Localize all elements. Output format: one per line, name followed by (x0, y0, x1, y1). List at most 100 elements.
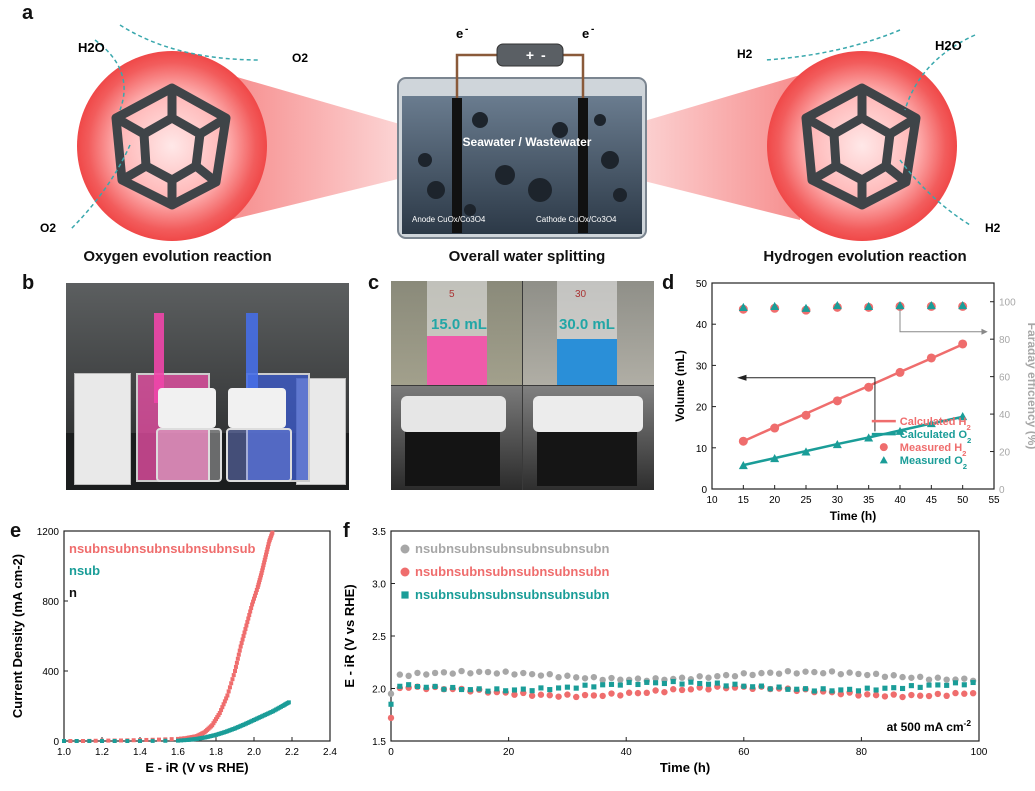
data-point (431, 669, 439, 677)
data-point (264, 550, 269, 554)
data-point (838, 687, 844, 693)
battery-minus: - (541, 47, 546, 63)
reading-left: 15.0 mL (431, 316, 487, 333)
her-h2-top-label: H2 (737, 47, 753, 61)
data-point (714, 672, 721, 680)
panel-label-b: b (22, 272, 35, 294)
cathode-label: Cathode CuOx/Co3O4 (536, 215, 617, 224)
data-point (705, 674, 712, 681)
electron-right: e (582, 26, 589, 41)
oer-o2-top-label: O2 (292, 51, 308, 65)
data-point (112, 739, 117, 743)
data-point (697, 680, 703, 687)
data-point (881, 693, 889, 700)
y-tick-label: 1.5 (372, 737, 386, 748)
data-point (900, 685, 906, 692)
her-caption: Hydrogen evolution reaction (763, 248, 967, 265)
data-point (217, 711, 222, 715)
data-point (119, 738, 123, 743)
data-point (801, 410, 811, 420)
data-point (270, 530, 275, 535)
x-tick-label: 45 (926, 495, 938, 506)
data-point (661, 688, 668, 696)
data-point (829, 688, 835, 694)
series-line (743, 415, 963, 467)
data-point (864, 691, 871, 698)
data-point (242, 630, 247, 635)
y2-tick-label: 60 (999, 373, 1011, 384)
data-point (237, 648, 242, 653)
y-tick-label: 0 (53, 737, 59, 748)
anode-label: Anode CuOx/Co3O4 (412, 215, 486, 224)
data-point (590, 692, 598, 699)
data-point (215, 715, 220, 720)
data-point (634, 689, 642, 697)
data-point (820, 686, 826, 692)
data-point (467, 670, 474, 677)
data-point (767, 686, 773, 692)
data-point (388, 701, 394, 707)
x-tick-label: 25 (800, 495, 812, 506)
data-point (573, 685, 579, 691)
data-point (643, 689, 650, 697)
chart-f-stability: 0 20 40 60 80 100 1.5 2.0 2.5 3.0 3.5 Time (h) E - i… (342, 527, 988, 775)
data-point (855, 688, 862, 694)
x-tick-label: 20 (503, 747, 515, 758)
data-point (264, 552, 269, 557)
data-point (832, 396, 842, 406)
data-point (546, 670, 553, 678)
her-h2o-label: H2O (935, 38, 962, 53)
arrow-to-volume-axis (740, 377, 876, 432)
data-point (958, 411, 968, 421)
y2-tick-label: 40 (999, 410, 1011, 421)
arrow-head-left (737, 374, 747, 381)
x-tick-label: 40 (894, 495, 906, 506)
y-axis-label: Volume (mL) (673, 350, 687, 422)
data-point (260, 565, 265, 570)
data-point (226, 689, 231, 694)
battery-plus: + (526, 47, 534, 63)
y2-tick-label: 20 (999, 448, 1011, 459)
data-point (423, 684, 429, 690)
data-point (608, 690, 615, 697)
data-point (943, 692, 950, 700)
data-point (441, 686, 447, 692)
data-point (855, 670, 862, 678)
data-point (244, 623, 249, 628)
legend-entry: Calculated O2 (900, 429, 972, 445)
data-point (230, 677, 235, 682)
data-point (528, 692, 536, 699)
data-point (738, 436, 748, 446)
panel-label-d: d (662, 272, 675, 294)
data-point (926, 682, 932, 688)
data-point (520, 686, 526, 692)
y-tick-label: 30 (696, 361, 708, 372)
y-tick-label: 800 (42, 597, 59, 608)
data-point (934, 674, 942, 681)
data-point (890, 672, 897, 679)
data-point (617, 676, 624, 683)
data-point (258, 575, 263, 580)
data-point (396, 671, 404, 678)
data-point (450, 684, 456, 691)
x-tick-label: 60 (738, 747, 750, 758)
data-point (222, 699, 227, 704)
her-sphere (767, 51, 957, 241)
data-point (252, 596, 256, 601)
data-point (233, 669, 237, 673)
legend-entry: nsubnsubnsubnsubnsubnsubn (415, 564, 609, 579)
legend-marker (879, 456, 888, 464)
chart-d-gas-volume: 10 15 20 25 30 35 40 45 50 5501020304050020406080… (673, 279, 1035, 523)
scheme-panel-a: + - e - e - Seawater / Wastewater Anode … (40, 24, 1001, 241)
data-point (414, 683, 421, 690)
data-point (828, 668, 836, 675)
x-axis-label: Time (h) (830, 509, 876, 523)
data-point (678, 686, 686, 694)
data-point (802, 686, 809, 692)
y-axis-label: E - iR (V vs RHE) (342, 584, 357, 687)
y-tick-label: 2.0 (372, 685, 386, 696)
water-splitting-caption: Overall water splitting (448, 248, 606, 265)
her-cage-icon (801, 83, 921, 210)
data-point (908, 691, 915, 699)
legend-marker (400, 544, 410, 554)
